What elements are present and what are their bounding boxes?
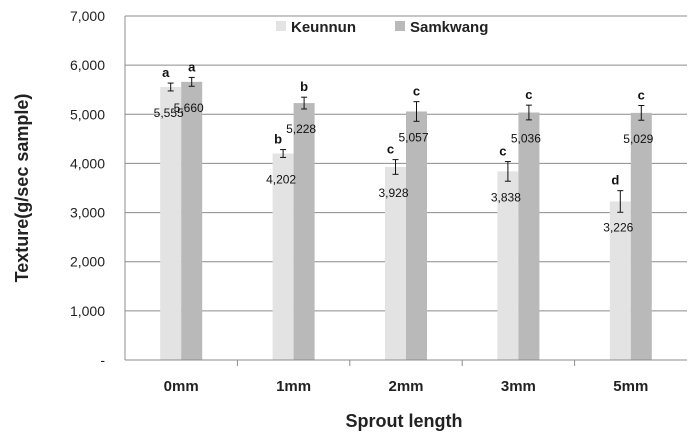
bar-keunnun xyxy=(609,201,631,360)
legend-label: Keunnun xyxy=(291,19,356,36)
data-label: 5,228 xyxy=(286,122,316,136)
legend-swatch-keunnun xyxy=(276,21,286,31)
y-tick-label: - xyxy=(100,352,105,368)
bars xyxy=(160,76,652,361)
x-tick-label: 0mm xyxy=(164,378,199,395)
y-tick-label: 4,000 xyxy=(70,155,105,171)
x-tick-label: 3mm xyxy=(501,378,536,395)
data-label: 3,226 xyxy=(603,220,633,234)
y-axis: - 1,000 2,000 3,000 4,000 5,000 6,000 7,000 xyxy=(70,8,126,368)
significance-letter: c xyxy=(525,87,532,102)
data-label: 5,057 xyxy=(398,130,428,144)
data-labels: a 5,555 b 4,202 c 3,928 c 3,838 d 3,226 a 5,660 b 5,2… xyxy=(154,59,654,234)
legend-label: Samkwang xyxy=(410,19,488,36)
data-label: 3,928 xyxy=(378,186,408,200)
y-tick-label: 2,000 xyxy=(70,254,105,270)
y-tick-label: 7,000 xyxy=(70,8,105,24)
legend: Keunnun Samkwang xyxy=(276,19,488,36)
bar-samkwang xyxy=(181,81,203,360)
bar-keunnun xyxy=(497,171,519,360)
significance-letter: d xyxy=(611,173,619,188)
data-label: 5,555 xyxy=(154,106,184,120)
y-tick-label: 3,000 xyxy=(70,205,105,221)
data-label: 5,029 xyxy=(623,132,653,146)
legend-swatch-samkwang xyxy=(395,21,405,31)
significance-letter: b xyxy=(274,132,282,147)
significance-letter: c xyxy=(387,142,394,157)
data-label: 4,202 xyxy=(266,173,296,187)
bar-samkwang xyxy=(518,112,540,360)
bar-samkwang xyxy=(630,112,652,361)
x-axis-title: Sprout length xyxy=(346,411,463,431)
x-axis: 0mm 1mm 2mm 3mm 5mm xyxy=(125,359,687,395)
data-label: 3,838 xyxy=(491,190,521,204)
y-tick-label: 5,000 xyxy=(70,106,105,122)
significance-letter: a xyxy=(188,59,196,74)
x-tick-label: 1mm xyxy=(276,378,311,395)
y-tick-label: 1,000 xyxy=(70,303,105,319)
significance-letter: c xyxy=(499,144,506,159)
bar-keunnun xyxy=(272,153,294,360)
data-label: 5,660 xyxy=(174,101,204,115)
data-label: 5,036 xyxy=(511,132,541,146)
significance-letter: a xyxy=(162,65,170,80)
significance-letter: b xyxy=(300,79,308,94)
bar-keunnun xyxy=(385,166,406,360)
x-tick-label: 5mm xyxy=(613,378,648,395)
bar-samkwang xyxy=(293,103,315,360)
significance-letter: c xyxy=(638,87,645,102)
x-tick-label: 2mm xyxy=(388,378,423,395)
y-tick-label: 6,000 xyxy=(70,57,105,73)
bar-samkwang xyxy=(406,111,427,360)
significance-letter: c xyxy=(413,84,420,99)
y-axis-title: Texture(g/sec sample) xyxy=(12,94,32,283)
bar-keunnun xyxy=(160,87,182,361)
